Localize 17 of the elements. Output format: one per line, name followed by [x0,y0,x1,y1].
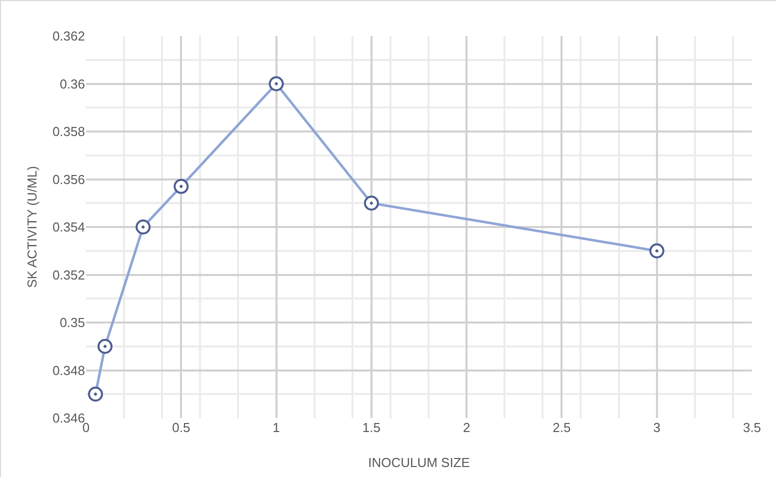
x-tick-label: 1.5 [362,420,380,435]
x-tick-label: 3 [653,420,660,435]
y-tick-label: 0.36 [60,76,85,92]
x-tick-label: 3.5 [742,420,762,435]
x-tick-label: 0.5 [172,420,190,435]
y-tick-label: 0.352 [52,267,85,282]
x-tick-label: 2 [462,420,470,435]
y-axis-title: SK ACTIVITY (U/ML) [24,166,40,288]
y-tick-label: 0.354 [52,220,85,235]
y-tick-label: 0.362 [52,28,85,44]
y-tick-label: 0.348 [52,362,85,378]
y-tick-label: 0.35 [60,315,85,330]
x-tick-label: 1 [272,420,280,435]
y-tick-label: 0.356 [52,172,85,187]
x-axis-title: INOCULUM SIZE [368,455,470,470]
x-tick-label: 2.5 [552,420,571,435]
y-tick-label: 0.358 [52,124,85,140]
